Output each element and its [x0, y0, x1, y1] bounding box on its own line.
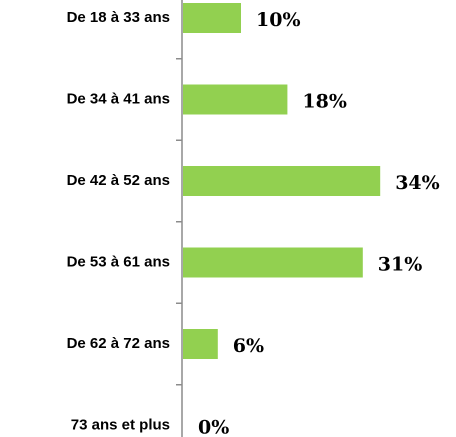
data-label: 6%	[233, 335, 264, 357]
y-tick-label: De 34 à 41 ans	[67, 90, 170, 107]
bar	[183, 84, 288, 115]
y-tick-label: De 18 à 33 ans	[67, 9, 170, 26]
y-tick-label: 73 ans et plus	[71, 416, 170, 433]
bar	[183, 329, 218, 359]
data-label: 31%	[378, 254, 423, 276]
data-label: 10%	[256, 9, 301, 31]
data-label: 34%	[395, 172, 440, 194]
data-label: 18%	[302, 91, 347, 113]
y-tick-label: De 62 à 72 ans	[67, 335, 170, 352]
y-tick-label: De 53 à 61 ans	[67, 253, 170, 270]
y-tick-label: De 42 à 52 ans	[67, 172, 170, 189]
bar	[183, 166, 381, 196]
bar	[183, 247, 363, 278]
data-label: 0%	[198, 417, 229, 437]
bar	[183, 3, 241, 33]
